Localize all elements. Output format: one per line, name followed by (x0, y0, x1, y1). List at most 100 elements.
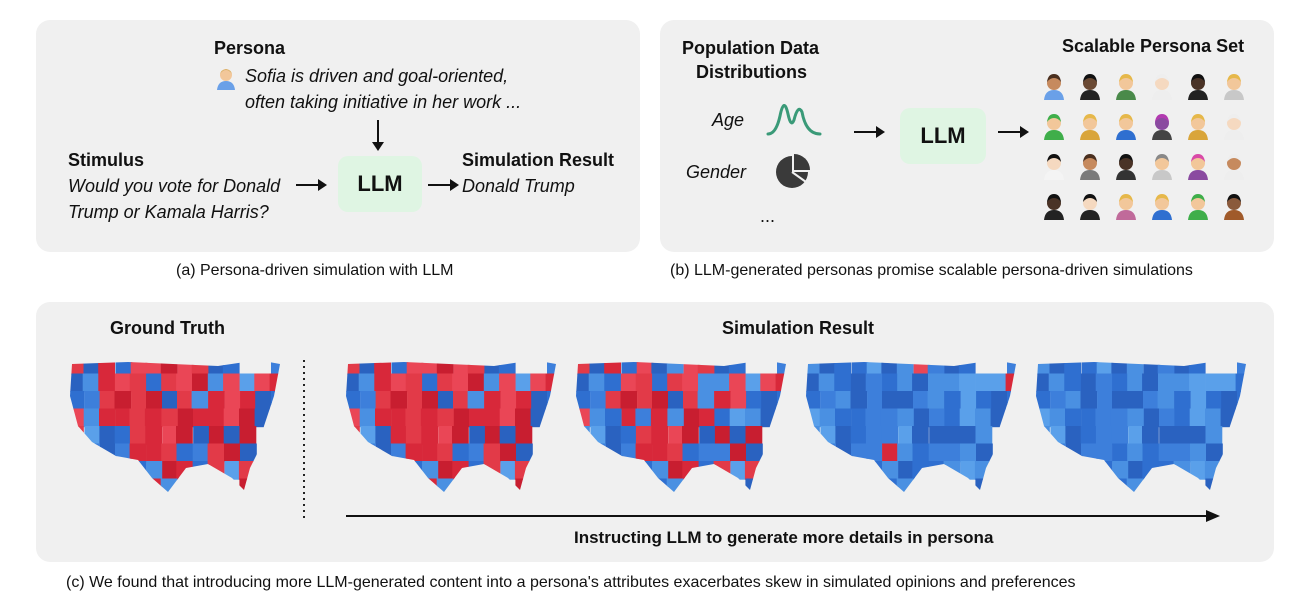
map-state-region (1205, 426, 1223, 445)
map-state-region (745, 373, 763, 393)
map-state-region (346, 373, 361, 393)
map-state-region (912, 443, 930, 463)
map-state-region (652, 391, 669, 410)
map-state-region (1158, 373, 1175, 393)
map-state-region (145, 360, 163, 375)
map-state-region (467, 360, 485, 375)
map-state-region (699, 426, 716, 445)
map-state-region (912, 373, 929, 393)
map-state-region (806, 360, 820, 375)
map-state-region (146, 461, 163, 480)
map-state-region (620, 391, 638, 410)
map-state-region (621, 360, 639, 375)
data-to-llm-arrow (854, 126, 885, 138)
map-state-region (115, 360, 133, 375)
map-state-region (223, 426, 241, 445)
map-state-region (635, 373, 653, 393)
map-state-region (865, 373, 883, 393)
population-data-label-line1: Population Data (682, 38, 820, 58)
map-state-region (420, 408, 438, 428)
map-state-region (1007, 360, 1016, 375)
map-state-region (70, 360, 84, 375)
map-state-region (146, 391, 163, 410)
map-state-region (421, 426, 439, 445)
map-state-region (145, 426, 163, 445)
map-state-region (207, 461, 225, 480)
map-state-region (1066, 443, 1083, 463)
progression-arrow (346, 510, 1220, 522)
map-state-region (98, 373, 116, 393)
map-state-region (1142, 461, 1160, 480)
map-state-region (1126, 360, 1144, 375)
map-state-region (82, 373, 100, 393)
map-state-region (896, 478, 914, 492)
map-state-region (1235, 373, 1246, 393)
map-state-region (515, 373, 533, 393)
map-state-region (468, 373, 485, 393)
map-state-region (636, 360, 654, 375)
map-state-region (943, 443, 961, 463)
map-state-region (976, 443, 993, 463)
map-state-region (1005, 373, 1016, 393)
map-state-region (390, 461, 408, 480)
map-state-region (1064, 373, 1082, 393)
map-state-region (145, 478, 163, 492)
persona-emoji-icon (1224, 154, 1244, 180)
map-state-region (1142, 426, 1159, 445)
map-state-region (668, 461, 685, 480)
map-state-region (836, 443, 853, 463)
map-state-region (515, 478, 533, 492)
map-state-region (865, 461, 883, 480)
map-state-region (929, 408, 946, 428)
map-state-region (777, 360, 786, 375)
persona-emoji-icon (1152, 74, 1172, 100)
persona-description-line2: often taking initiative in her work ... (245, 92, 522, 112)
map-state-region (84, 391, 101, 410)
map-state-region (422, 461, 439, 480)
map-state-region (882, 373, 899, 393)
map-state-region (469, 408, 486, 428)
map-state-region (990, 373, 1008, 393)
map-state-region (114, 426, 132, 445)
map-state-region (589, 360, 607, 375)
map-state-region (1206, 443, 1223, 463)
persona-emoji-icon (1080, 194, 1100, 220)
map-state-region (589, 408, 607, 428)
map-state-region (944, 360, 962, 375)
persona-emoji-icon (1188, 114, 1208, 140)
map-state-region (1189, 373, 1206, 393)
map-state-region (683, 391, 700, 410)
map-state-region (865, 478, 883, 492)
map-state-region (390, 391, 408, 410)
simulation-result-label: Simulation Result (462, 150, 615, 170)
map-state-region (162, 391, 179, 410)
map-state-region (777, 391, 786, 410)
map-state-region (896, 360, 914, 375)
map-state-region (1128, 461, 1145, 480)
map-state-region (530, 408, 548, 428)
map-state-region (162, 461, 179, 480)
map-state-region (1049, 408, 1067, 428)
map-state-region (208, 391, 225, 410)
map-state-region (499, 426, 517, 445)
map-state-region (1064, 461, 1082, 480)
map-state-region (976, 391, 993, 410)
map-state-region (1096, 360, 1114, 375)
map-state-region (484, 408, 502, 428)
map-state-region (531, 391, 548, 410)
map-state-region (604, 360, 621, 375)
map-state-region (635, 461, 653, 480)
map-state-region (467, 391, 485, 410)
map-state-region (222, 360, 240, 375)
map-state-region (1220, 373, 1238, 393)
persona-emoji-icon (1044, 74, 1064, 100)
map-state-region (928, 443, 946, 463)
map-state-region (239, 373, 257, 393)
map-state-region (820, 391, 837, 410)
map-state-region (452, 373, 469, 393)
map-state-region (1188, 360, 1206, 375)
map-state-region (714, 426, 732, 445)
map-state-region (604, 373, 622, 393)
map-state-region (880, 408, 898, 428)
llm-box-a: LLM (338, 156, 422, 212)
